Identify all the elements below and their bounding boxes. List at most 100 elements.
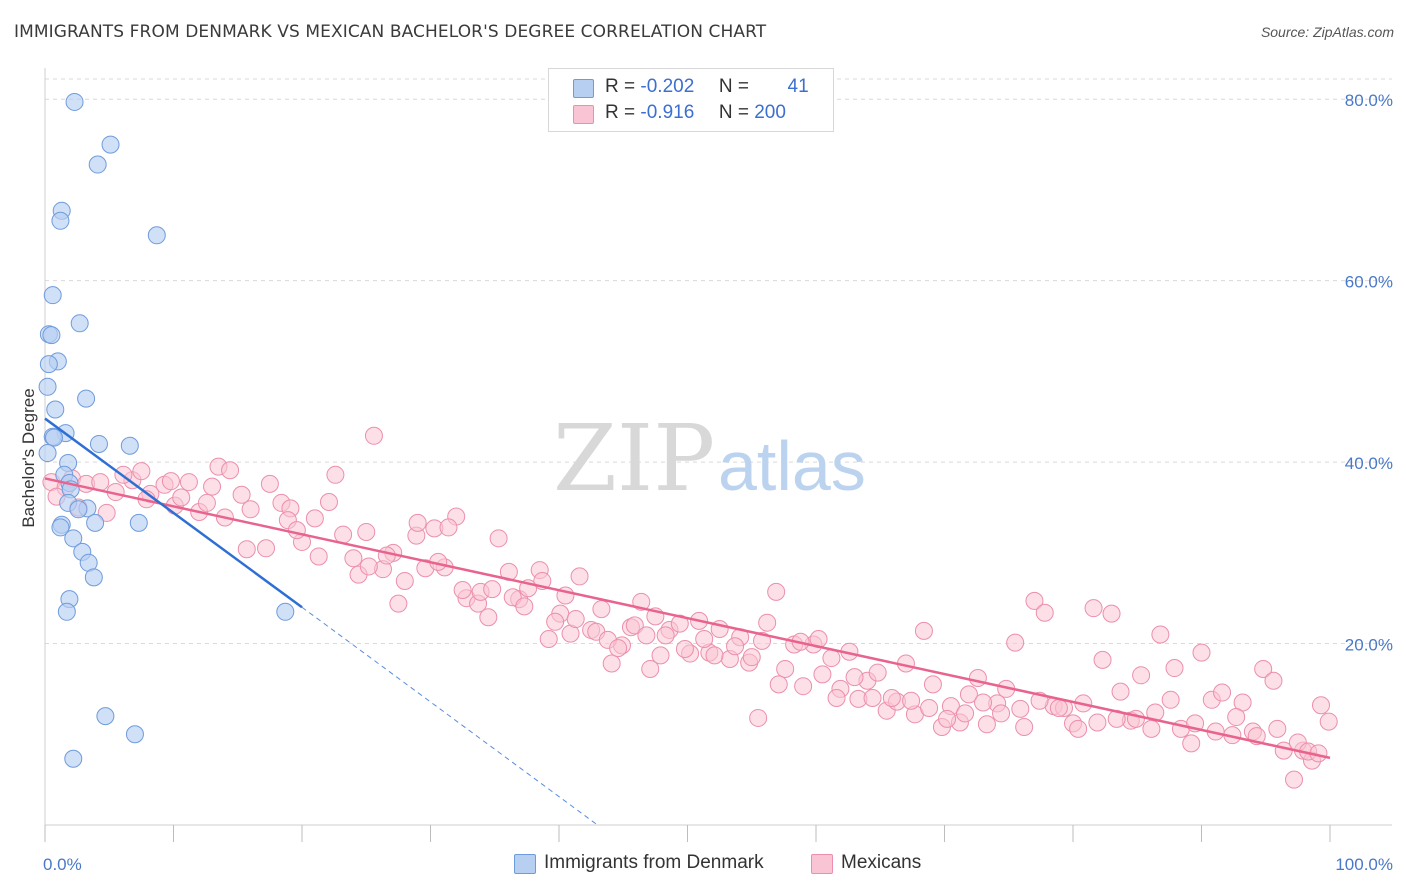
denmark-point bbox=[101, 135, 120, 154]
mexicans-swatch bbox=[573, 105, 594, 124]
mexican-point bbox=[1142, 719, 1161, 738]
denmark-point bbox=[51, 518, 70, 537]
legend-r-label: R = bbox=[605, 102, 636, 123]
mexican-point bbox=[651, 646, 670, 665]
mexican-point bbox=[539, 630, 558, 649]
denmark-trend-extension bbox=[301, 606, 598, 826]
denmark-point bbox=[84, 568, 103, 587]
denmark-point bbox=[46, 400, 65, 419]
denmark-point bbox=[86, 513, 105, 532]
y-tick-label: 80.0% bbox=[1345, 91, 1393, 110]
mexican-point bbox=[546, 612, 565, 631]
mexican-point bbox=[1049, 698, 1068, 717]
mexican-point bbox=[992, 704, 1011, 723]
mexican-point bbox=[794, 677, 813, 696]
mexican-point bbox=[1111, 682, 1130, 701]
mexican-point bbox=[1268, 719, 1287, 738]
mexican-point bbox=[439, 518, 458, 537]
y-tick-label: 20.0% bbox=[1345, 636, 1393, 655]
mexican-point bbox=[656, 626, 675, 645]
mexican-point bbox=[232, 485, 251, 504]
mexican-point bbox=[97, 503, 116, 522]
mexican-point bbox=[257, 539, 276, 558]
mexican-point bbox=[489, 529, 508, 548]
mexican-point bbox=[1025, 591, 1044, 610]
mexican-point bbox=[695, 630, 714, 649]
mexican-point bbox=[845, 668, 864, 687]
mexican-point bbox=[827, 688, 846, 707]
mexican-point bbox=[1227, 708, 1246, 727]
denmark-point bbox=[77, 389, 96, 408]
mexican-point bbox=[1006, 633, 1025, 652]
trend-lines bbox=[44, 417, 1331, 826]
denmark-trend-line bbox=[44, 417, 303, 609]
mexican-point bbox=[1285, 770, 1304, 789]
mexican-point bbox=[902, 691, 921, 710]
legend-r-label: R = bbox=[605, 76, 636, 97]
mexican-point bbox=[776, 659, 795, 678]
mexican-point bbox=[1182, 734, 1201, 753]
mexican-point bbox=[377, 546, 396, 565]
mexican-point bbox=[822, 649, 841, 668]
denmark-point bbox=[64, 529, 83, 548]
denmark-point bbox=[69, 500, 88, 519]
mexican-point bbox=[479, 608, 498, 627]
mexican-point bbox=[1254, 659, 1273, 678]
mexican-point bbox=[882, 688, 901, 707]
mexican-point bbox=[221, 461, 240, 480]
mexican-point bbox=[1011, 699, 1030, 718]
mexican-point bbox=[1132, 666, 1151, 685]
x-tick-label: 0.0% bbox=[43, 855, 82, 874]
mexican-point bbox=[305, 509, 324, 528]
mexican-point bbox=[938, 709, 957, 728]
mexican-point bbox=[959, 685, 978, 704]
mexican-point bbox=[132, 462, 151, 481]
denmark-point bbox=[70, 314, 89, 333]
mexican-point bbox=[203, 477, 222, 496]
mexican-point bbox=[602, 654, 621, 673]
mexican-point bbox=[1035, 603, 1054, 622]
mexican-point bbox=[742, 648, 761, 667]
zipatlas-watermark: ZIP atlas bbox=[553, 405, 866, 512]
mexican-point bbox=[1084, 599, 1103, 618]
denmark-point bbox=[276, 602, 295, 621]
mexican-point bbox=[172, 488, 191, 507]
legend-label-mexicans: Mexicans bbox=[841, 852, 922, 873]
mexican-point bbox=[592, 600, 611, 619]
mexican-point bbox=[753, 631, 772, 650]
mexican-point bbox=[670, 614, 689, 633]
mexican-point bbox=[1213, 683, 1232, 702]
mexican-point bbox=[453, 581, 472, 600]
denmark-point bbox=[38, 444, 57, 463]
mexican-point bbox=[1102, 604, 1121, 623]
mexican-point bbox=[326, 465, 345, 484]
mexican-point bbox=[344, 549, 363, 568]
mexican-point bbox=[1069, 719, 1088, 738]
mexican-point bbox=[359, 557, 378, 576]
mexican-point bbox=[769, 675, 788, 694]
mexican-point bbox=[1126, 709, 1145, 728]
grid-lines bbox=[45, 78, 1392, 645]
watermark-atlas: atlas bbox=[718, 427, 866, 505]
denmark-point bbox=[42, 326, 61, 345]
mexican-point bbox=[395, 571, 414, 590]
source-label: Source: ZipAtlas.com bbox=[1260, 24, 1394, 40]
mexican-point bbox=[923, 675, 942, 694]
mexican-point bbox=[1312, 696, 1331, 715]
mexican-point bbox=[483, 580, 502, 599]
mexican-point bbox=[197, 493, 216, 512]
denmark-point bbox=[57, 602, 76, 621]
mexicans-trend-line bbox=[44, 477, 1331, 760]
mexican-point bbox=[637, 626, 656, 645]
mexican-point bbox=[515, 597, 534, 616]
mexican-point bbox=[287, 521, 306, 540]
denmark-point bbox=[38, 377, 57, 396]
denmark-point bbox=[65, 92, 84, 111]
mexican-point bbox=[1151, 625, 1170, 644]
mexican-point bbox=[566, 610, 585, 629]
denmark-point bbox=[43, 286, 62, 305]
mexican-point bbox=[625, 616, 644, 635]
mexican-point bbox=[1088, 713, 1107, 732]
mexican-point bbox=[1093, 650, 1112, 669]
